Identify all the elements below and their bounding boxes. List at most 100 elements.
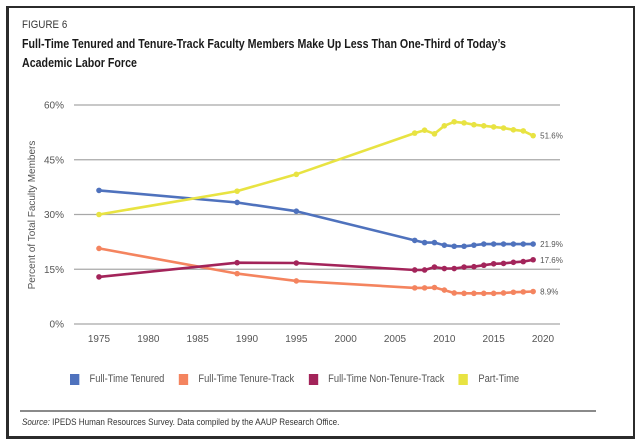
y-tick-label: 30% [44,210,64,221]
source-prefix: Source: [22,417,50,427]
figure-title: Full-Time Tenured and Tenure-Track Facul… [22,34,596,72]
legend-swatch-full-time-tenured [70,373,80,385]
series-line-full-time-tenure-track [97,247,535,295]
y-axis-ticks: 0% 15% 30% 45% 60% [44,101,64,331]
legend-label: Full-Time Tenured [89,373,165,385]
data-point [481,241,487,247]
source-divider [20,410,596,412]
data-point [421,239,428,246]
x-tick-label: 1995 [285,334,308,345]
series-part-time: 51.6% [96,118,563,218]
figure-label: FIGURE 6 [22,19,68,31]
source-note: Source: IPEDS Human Resources Survey. Da… [22,417,339,427]
data-point [451,243,458,250]
data-point [441,123,448,129]
legend-swatch-full-time-non-tenure-track [308,373,318,385]
data-point [530,241,536,247]
end-value-label: 21.9% [540,240,563,249]
data-point [500,260,507,267]
data-point [510,289,517,296]
y-tick-label: 60% [44,101,64,112]
data-point [471,263,477,270]
legend-item-part-time: Part-Time [458,373,520,385]
data-point [500,125,507,131]
x-tick-label: 2015 [483,334,506,345]
data-point [96,187,102,194]
legend-item-full-time-tenured: Full-Time Tenured [70,373,164,385]
y-axis-label: Percent of Total Faculty Members [27,141,38,290]
data-point [520,289,527,295]
data-point [234,188,240,194]
data-point [530,288,536,295]
figure-title-line-1: Full-Time Tenured and Tenure-Track Facul… [22,36,506,51]
data-point [421,267,428,273]
data-point [293,208,300,215]
data-point [421,285,428,291]
data-point [510,259,517,266]
data-point [471,242,477,248]
data-point [481,290,487,297]
series-full-time-tenured: 21.9% [96,187,563,250]
series-lines: 21.9% 8.9% 17.6% 51.6% [96,118,563,297]
data-point [293,171,300,178]
x-tick-label: 2010 [433,334,456,345]
x-tick-label: 1990 [236,334,259,345]
data-point [500,290,507,296]
data-point [461,290,467,297]
data-point [481,123,487,129]
data-point [481,262,487,269]
series-line-full-time-tenured [97,189,535,248]
data-point [500,241,507,247]
end-value-label: 8.9% [540,288,558,297]
data-point [510,241,517,247]
data-point [510,127,517,133]
data-point [520,241,527,247]
data-point [421,127,428,133]
figure-title-line-2: Academic Labor Force [22,55,137,70]
data-point [451,118,458,125]
legend-label: Part-Time [478,373,520,385]
figure-frame [6,6,635,439]
y-tick-label: 15% [44,265,64,276]
legend: Full-Time Tenured Full-Time Tenure-Track… [70,373,534,385]
series-full-time-tenure-track: 8.9% [96,245,558,297]
legend-item-full-time-tenure-track: Full-Time Tenure-Track [178,373,295,385]
data-point [490,241,497,247]
data-point [461,120,467,126]
data-point [234,199,240,206]
data-point [431,131,438,137]
series-line-full-time-non-tenure-track [97,258,535,279]
data-point [96,245,102,252]
x-tick-label: 2000 [335,334,358,345]
data-point [490,260,497,267]
x-axis-ticks: 1975 1980 1985 1990 1995 2000 2005 2010 2015 2020 [88,334,555,345]
legend-swatch-part-time [458,373,469,385]
x-tick-label: 1975 [88,334,111,345]
data-point [411,285,418,291]
data-point [490,124,497,130]
data-point [490,290,497,297]
y-tick-label: 0% [50,320,65,331]
x-tick-label: 2020 [532,334,555,345]
data-point [96,211,102,218]
data-point [471,121,477,128]
legend-item-full-time-non-tenure-track: Full-Time Non-Tenure-Track [308,373,445,385]
legend-label: Full-Time Non-Tenure-Track [328,373,445,385]
x-tick-label: 2005 [384,334,407,345]
x-tick-label: 1980 [137,334,160,345]
x-tick-label: 1985 [187,334,210,345]
data-point [431,239,438,246]
data-point [293,260,300,266]
data-point [441,287,448,293]
series-line-part-time [97,120,535,216]
y-tick-label: 45% [44,155,64,166]
data-point [293,278,300,284]
legend-label: Full-Time Tenure-Track [198,373,295,385]
data-point [411,130,418,136]
end-value-label: 17.6% [540,256,563,265]
series-full-time-non-tenure-track: 17.6% [96,256,563,280]
data-point [451,265,458,272]
data-point [441,265,448,272]
gridlines [74,104,560,325]
